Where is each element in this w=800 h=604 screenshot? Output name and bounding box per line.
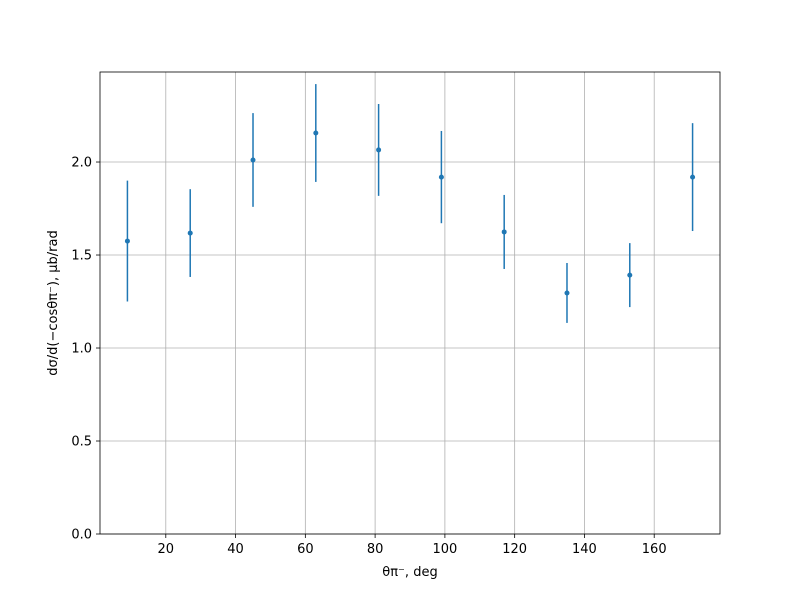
data-point bbox=[627, 272, 633, 278]
data-point bbox=[313, 130, 319, 136]
data-point bbox=[501, 229, 507, 235]
data-point bbox=[250, 157, 256, 163]
data-point bbox=[124, 238, 130, 244]
x-axis-label: θπ⁻, deg bbox=[382, 565, 437, 580]
x-tick-label: 80 bbox=[367, 542, 384, 557]
x-tick-label: 100 bbox=[432, 542, 457, 557]
data-point bbox=[690, 174, 696, 180]
x-tick-label: 140 bbox=[572, 542, 597, 557]
x-tick-label: 120 bbox=[502, 542, 527, 557]
x-tick-label: 40 bbox=[227, 542, 244, 557]
data-point bbox=[438, 174, 444, 180]
x-tick-label: 160 bbox=[642, 542, 667, 557]
data-point bbox=[376, 147, 382, 153]
x-tick-label: 60 bbox=[297, 542, 314, 557]
y-axis-label: dσ/d(−cosθπ⁻), μb/rad bbox=[46, 230, 61, 375]
data-point bbox=[187, 230, 193, 236]
plot-frame bbox=[99, 71, 721, 535]
x-tick-label: 20 bbox=[158, 542, 175, 557]
y-tick-label: 0.5 bbox=[71, 435, 92, 450]
y-tick-label: 2.0 bbox=[71, 156, 92, 171]
y-tick-label: 1.0 bbox=[71, 342, 92, 357]
data-point bbox=[564, 290, 570, 296]
y-tick-label: 0.0 bbox=[71, 528, 92, 543]
y-tick-label: 1.5 bbox=[71, 249, 92, 264]
